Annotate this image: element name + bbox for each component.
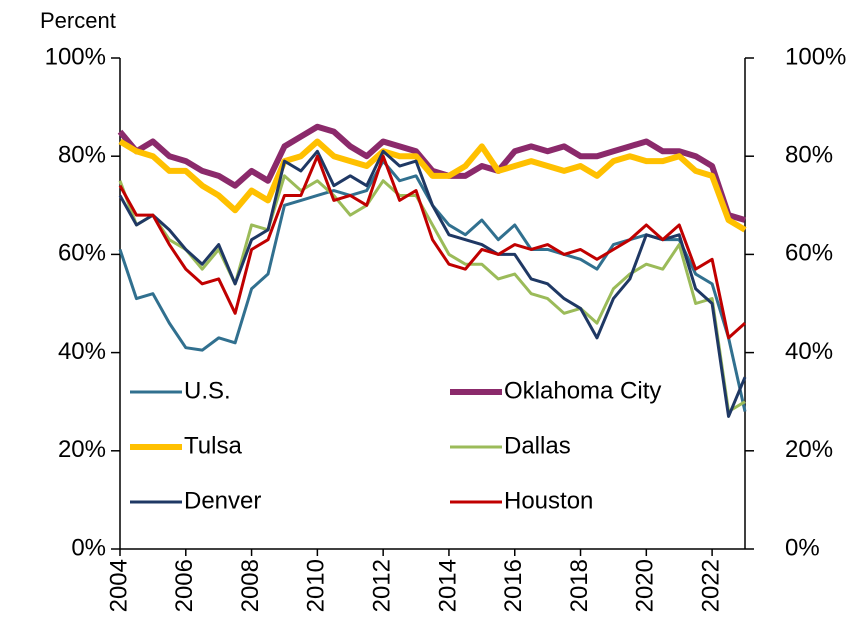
series-line [118,154,747,340]
legend-label: Oklahoma City [504,377,661,404]
series-line [118,174,746,414]
series-line [118,159,747,412]
y2-tick-label: 60% [785,240,833,267]
x-tick-label: 2014 [434,559,461,612]
x-tick-label: 2018 [566,559,593,612]
series-line [118,149,747,418]
legend-label: Houston [504,487,593,514]
legend-label: Tulsa [184,432,242,459]
x-tick-label: 2004 [105,559,132,612]
x-tick-label: 2020 [632,559,659,612]
y2-tick-label: 0% [785,534,820,561]
x-tick-label: 2008 [237,559,264,612]
y2-tick-label: 40% [785,338,833,365]
y2-tick-label: 100% [785,43,846,70]
series-line [117,123,746,223]
y-tick-label: 0% [71,534,106,561]
y2-tick-label: 20% [785,436,833,463]
x-tick-label: 2022 [697,559,724,612]
y-tick-label: 60% [58,240,106,267]
x-tick-label: 2006 [171,559,198,612]
x-tick-label: 2016 [500,559,527,612]
legend-label: U.S. [184,377,231,404]
legend-label: Dallas [504,432,571,459]
x-tick-label: 2010 [303,559,330,612]
legend-label: Denver [184,487,261,514]
y2-tick-label: 80% [785,142,833,169]
y-tick-label: 20% [58,436,106,463]
y-axis-label: Percent [40,8,116,33]
y-tick-label: 100% [45,43,106,70]
x-tick-label: 2012 [369,559,396,612]
y-tick-label: 40% [58,338,106,365]
series-line [118,138,747,233]
y-tick-label: 80% [58,142,106,169]
